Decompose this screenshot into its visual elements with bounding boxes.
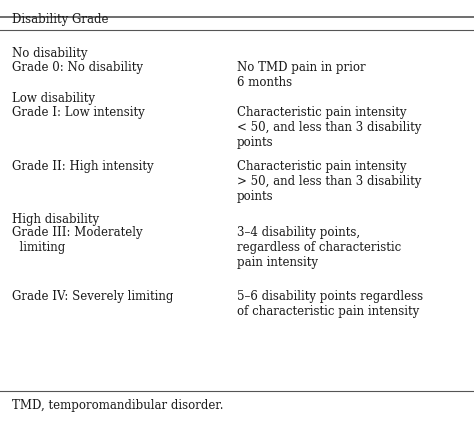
Text: Characteristic pain intensity
< 50, and less than 3 disability
points: Characteristic pain intensity < 50, and …	[237, 106, 421, 149]
Text: High disability: High disability	[12, 213, 99, 226]
Text: Grade III: Moderately
  limiting: Grade III: Moderately limiting	[12, 226, 143, 255]
Text: Grade II: High intensity: Grade II: High intensity	[12, 160, 154, 173]
Text: Disability Grade: Disability Grade	[12, 13, 109, 26]
Text: Grade 0: No disability: Grade 0: No disability	[12, 61, 143, 74]
Text: No disability: No disability	[12, 47, 87, 60]
Text: 5–6 disability points regardless
of characteristic pain intensity: 5–6 disability points regardless of char…	[237, 290, 423, 319]
Text: Characteristic pain intensity
> 50, and less than 3 disability
points: Characteristic pain intensity > 50, and …	[237, 160, 421, 203]
Text: No TMD pain in prior
6 months: No TMD pain in prior 6 months	[237, 61, 365, 89]
Text: 3–4 disability points,
regardless of characteristic
pain intensity: 3–4 disability points, regardless of cha…	[237, 226, 401, 269]
Text: Grade IV: Severely limiting: Grade IV: Severely limiting	[12, 290, 173, 304]
Text: Grade I: Low intensity: Grade I: Low intensity	[12, 106, 145, 119]
Text: TMD, temporomandibular disorder.: TMD, temporomandibular disorder.	[12, 399, 223, 412]
Text: Low disability: Low disability	[12, 92, 95, 105]
